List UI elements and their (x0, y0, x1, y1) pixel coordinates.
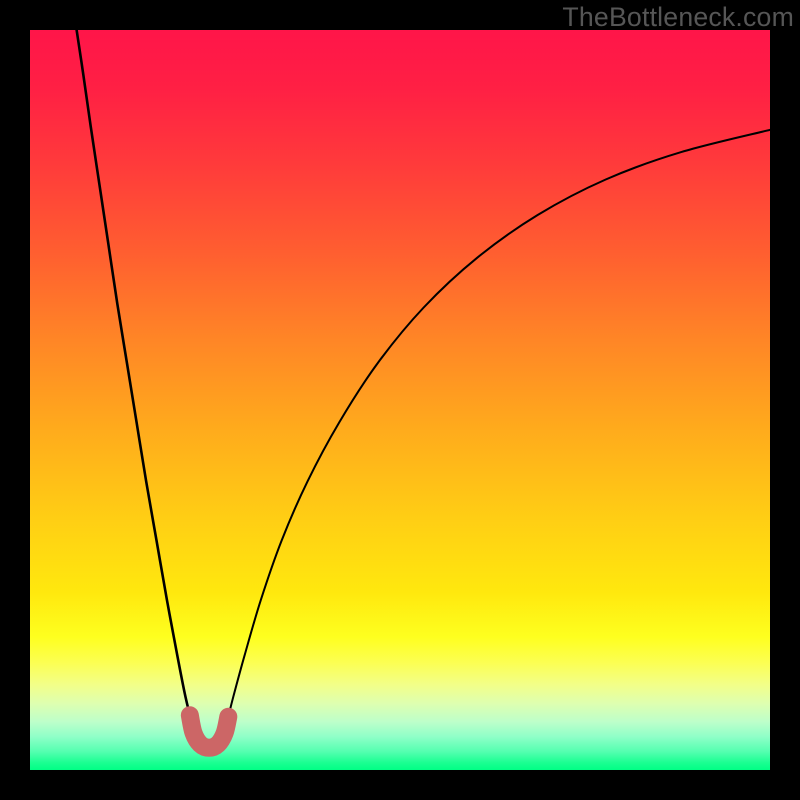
chart-container: TheBottleneck.com (0, 0, 800, 800)
marker-u-shape (190, 715, 228, 748)
watermark-text: TheBottleneck.com (562, 2, 794, 33)
curve-right (228, 130, 770, 717)
plot-area (30, 30, 770, 770)
curve-layer (30, 30, 770, 770)
curve-left (77, 30, 190, 715)
